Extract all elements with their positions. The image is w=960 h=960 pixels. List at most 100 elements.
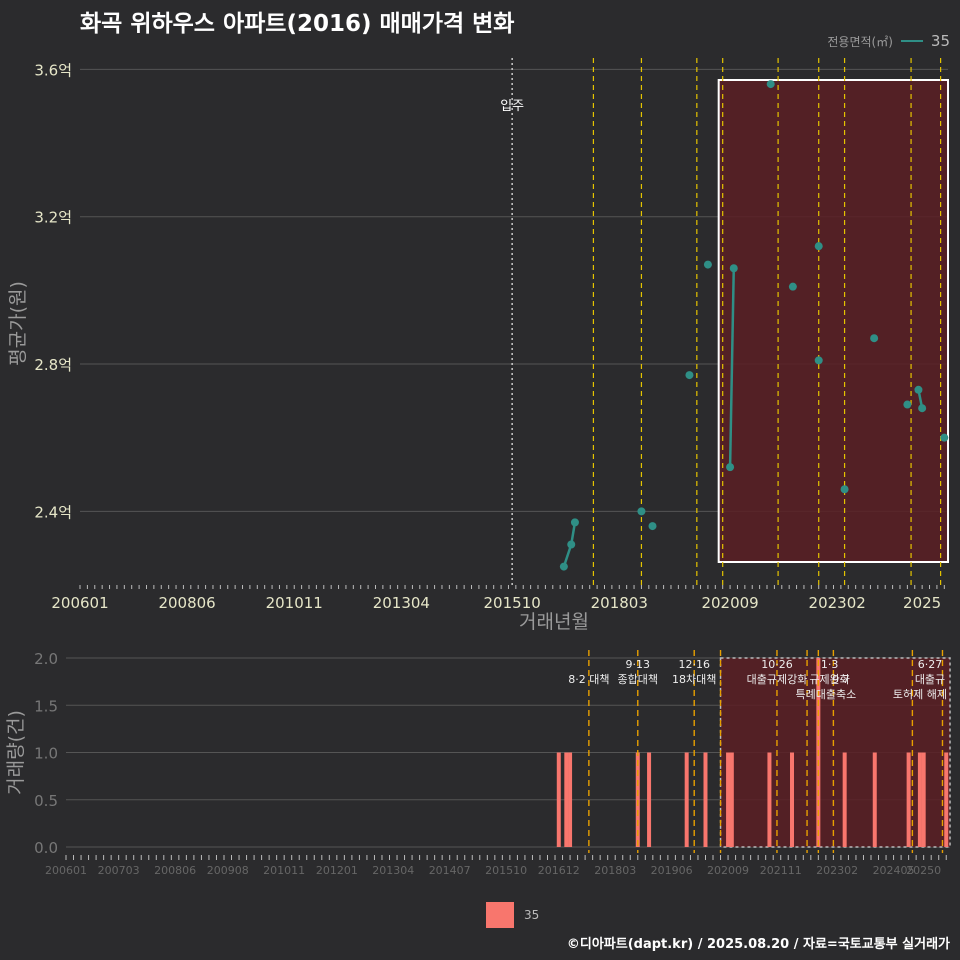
volume-bar	[790, 752, 795, 847]
y-axis-title: 평균가(원)	[7, 281, 29, 366]
volume-bar	[921, 752, 926, 847]
policy-label: 18차대책	[672, 673, 716, 686]
policy-label: 규제완화	[809, 673, 849, 686]
policy-label: 대출규제강화	[747, 673, 808, 686]
y-tick-label: 3.6억	[34, 61, 72, 79]
policy-label: 10·26	[761, 658, 793, 671]
volume-bar	[564, 752, 569, 847]
volume-chart: 0.0 0.5 1.0 1.5 2.0 8·2 대책 9·13 종합대책 12·16 18차대책 1…	[5, 650, 951, 877]
policy-label: 12·16	[678, 658, 710, 671]
volume-bar	[635, 752, 640, 847]
bar-legend-label: 35	[524, 908, 540, 922]
data-point	[903, 400, 912, 409]
chart-title: 화곡 위하우스 아파트(2016) 매매가격 변화	[80, 11, 515, 37]
move-in-label: 입주	[500, 99, 524, 114]
x-tick-label: 202302	[816, 864, 858, 877]
x-tick-label: 201906	[651, 864, 693, 877]
volume-bar	[872, 752, 877, 847]
y-tick-label: 1.5	[34, 697, 58, 715]
x-tick-label: 200703	[98, 864, 140, 877]
volume-bar	[906, 752, 911, 847]
bar-legend: 35	[486, 902, 539, 928]
policy-label: 특례대출축소	[795, 688, 856, 701]
volume-bar	[684, 752, 689, 847]
footer-credit: ©디아파트(dapt.kr) / 2025.08.20 / 자료=국토교통부 실…	[566, 937, 950, 952]
y-axis-title: 거래량(건)	[5, 710, 27, 795]
policy-label: 종합대책	[618, 673, 658, 686]
legend: 전용면적(㎡) 35	[827, 32, 950, 50]
x-tick-label: 202405	[873, 864, 915, 877]
volume-bar	[647, 752, 652, 847]
x-tick-label: 200806	[158, 594, 215, 612]
series-line-segment	[728, 268, 736, 468]
y-tick-label: 2.8억	[34, 356, 72, 374]
data-point	[918, 404, 927, 413]
x-tick-label: 202009	[707, 864, 749, 877]
volume-bar	[556, 752, 561, 847]
data-point	[914, 385, 923, 394]
data-point	[788, 282, 797, 291]
data-point	[766, 80, 775, 89]
data-point	[567, 540, 576, 549]
policy-label: 9·7	[832, 673, 850, 686]
policy-label: 대출규	[915, 673, 945, 686]
policy-label: 1·3	[821, 658, 839, 671]
policy-label: 8·2 대책	[568, 673, 609, 686]
x-tick-label: 202111	[760, 864, 802, 877]
volume-bar	[944, 752, 949, 847]
x-tick-label: 2025	[903, 594, 941, 612]
x-tick-label: 202009	[701, 594, 758, 612]
volume-bar	[767, 752, 772, 847]
x-tick-label: 201011	[266, 594, 323, 612]
y-tick-label: 0.0	[34, 839, 58, 857]
data-point	[726, 463, 735, 472]
policy-label: 6·27	[918, 658, 943, 671]
x-tick-label: 200601	[45, 864, 87, 877]
data-point	[685, 371, 694, 380]
y-tick-label: 1.0	[34, 745, 58, 763]
volume-bar	[726, 752, 731, 847]
policy-label: 9·13	[626, 658, 651, 671]
legend-line-swatch	[900, 40, 923, 42]
x-tick-label: 201612	[538, 864, 580, 877]
data-point	[559, 562, 568, 571]
volume-bar	[703, 752, 708, 847]
x-tick-label: 201510	[484, 594, 541, 612]
data-point	[814, 242, 823, 251]
x-tick-label: 200601	[51, 594, 108, 612]
x-tick-label: 201201	[316, 864, 358, 877]
volume-bar	[568, 752, 573, 847]
x-axis-title: 거래년월	[519, 611, 589, 633]
y-tick-label: 0.5	[34, 792, 58, 810]
x-tick-label: 20250	[906, 864, 941, 877]
volume-bar	[842, 752, 847, 847]
legend-series-label: 35	[930, 32, 950, 50]
data-point	[703, 260, 712, 269]
policy-label: 토허제 해제	[893, 687, 947, 701]
data-point	[814, 356, 823, 365]
y-tick-label: 2.0	[34, 650, 58, 668]
x-tick-label: 200806	[154, 864, 196, 877]
data-point	[648, 522, 657, 531]
x-tick-label: 201803	[591, 594, 648, 612]
x-tick-label: 200908	[207, 864, 249, 877]
highlight-region	[719, 657, 951, 848]
data-point	[637, 507, 646, 516]
x-tick-label: 202302	[809, 594, 866, 612]
x-tick-label: 201304	[372, 864, 414, 877]
x-tick-label: 201803	[594, 864, 636, 877]
bar-legend-swatch	[486, 902, 514, 928]
legend-title: 전용면적(㎡)	[827, 34, 893, 49]
y-tick-label: 2.4억	[34, 503, 72, 521]
x-tick-label: 201510	[485, 864, 527, 877]
volume-bar	[729, 752, 734, 847]
y-tick-label: 3.2억	[34, 209, 72, 227]
data-point	[729, 264, 738, 273]
x-tick-label: 201407	[429, 864, 471, 877]
x-tick-label: 201304	[373, 594, 430, 612]
data-point	[570, 518, 579, 527]
data-point	[840, 485, 849, 494]
volume-bar	[917, 752, 922, 847]
data-point	[870, 334, 879, 343]
